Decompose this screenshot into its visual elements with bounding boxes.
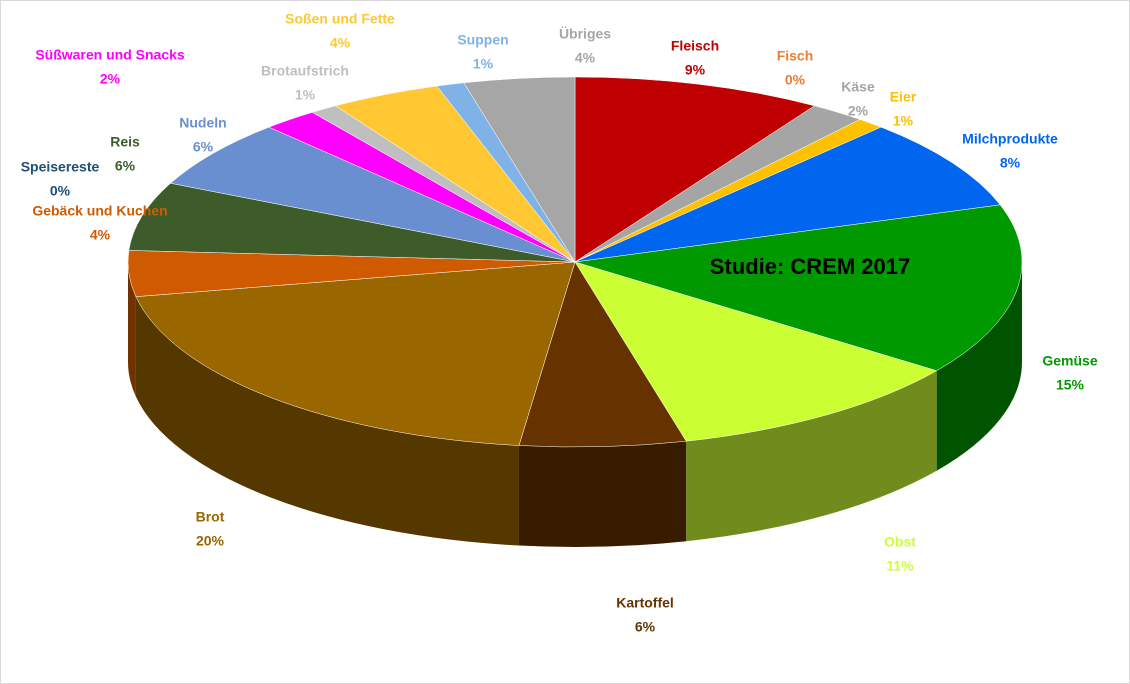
slice: [518, 261, 687, 448]
slice: [574, 126, 1001, 263]
slice: [169, 126, 576, 263]
slice-value-label: 4%: [575, 50, 596, 66]
slice-side: [135, 296, 519, 546]
slice-value-label: 11%: [886, 558, 914, 574]
slice-value-label: 1%: [473, 56, 494, 72]
slice-value-label: 0%: [50, 183, 71, 199]
slice-value-label: 20%: [196, 533, 225, 549]
slice-label: Käse: [841, 79, 875, 95]
slice-label: Kartoffel: [616, 595, 674, 611]
slice: [574, 76, 816, 263]
slice-value-label: 9%: [685, 62, 706, 78]
slice-label: Gebäck und Kuchen: [32, 203, 167, 219]
slice-label: Brot: [196, 509, 225, 525]
slice-value-label: 6%: [115, 158, 136, 174]
slice-side: [518, 441, 687, 547]
slice-label: Gemüse: [1042, 353, 1097, 369]
slice: [574, 261, 938, 442]
annotation: Studie: CREM 2017: [710, 254, 911, 279]
slice-side: [686, 370, 937, 542]
slice-label: Eier: [890, 89, 917, 105]
slice-label: Reis: [110, 134, 140, 150]
slice-label: Speisereste: [21, 159, 100, 175]
slice-value-label: 1%: [295, 87, 316, 103]
slice: [128, 182, 576, 263]
slice-label: Milchprodukte: [962, 131, 1058, 147]
slice-label: Übriges: [559, 26, 611, 42]
slice-label: Fisch: [777, 48, 814, 64]
slice-label: Brotaufstrich: [261, 63, 349, 79]
slice-side: [936, 262, 1022, 471]
slice-value-label: 4%: [330, 35, 351, 51]
slice-label: Suppen: [457, 32, 508, 48]
slice-side: [128, 262, 136, 397]
slice-label: Fleisch: [671, 38, 719, 54]
slice-value-label: 2%: [100, 71, 121, 87]
slice-label: Süßwaren und Snacks: [35, 47, 185, 63]
slice: [463, 76, 576, 263]
slice: [574, 204, 1023, 372]
slice-value-label: 2%: [848, 103, 869, 119]
slice-value-label: 8%: [1000, 155, 1021, 171]
slice-value-label: 6%: [193, 139, 214, 155]
slice-value-label: 4%: [90, 227, 111, 243]
slice-value-label: 0%: [785, 72, 806, 88]
slice-label: Nudeln: [179, 115, 226, 131]
slice-value-label: 1%: [893, 113, 914, 129]
slice: [135, 261, 576, 446]
slice-label: Obst: [884, 534, 916, 550]
slice-value-label: 15%: [1056, 377, 1085, 393]
slice-value-label: 6%: [635, 619, 656, 635]
slice-label: Soßen und Fette: [285, 11, 395, 27]
